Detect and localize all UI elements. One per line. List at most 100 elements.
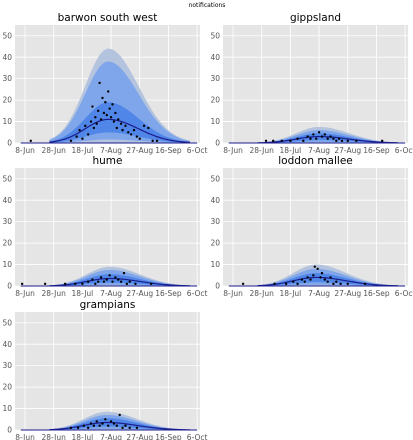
x-tick-label: 8-Jun <box>15 289 35 298</box>
y-tick-label: 40 <box>210 53 220 62</box>
panel-title: barwon south west <box>58 12 158 24</box>
observed-point <box>95 420 98 423</box>
x-tick-label: 6-Oct <box>187 289 208 298</box>
observed-point <box>95 122 98 125</box>
observed-point <box>335 139 338 143</box>
observed-point <box>316 267 319 271</box>
figure-suptitle: notifications <box>189 2 226 9</box>
observed-point <box>320 135 324 138</box>
y-tick-label: 20 <box>2 239 12 248</box>
x-tick-label: 7-Aug <box>308 146 330 155</box>
observed-point <box>329 276 332 279</box>
plot-area <box>15 312 200 430</box>
x-tick-label: 27-Aug <box>126 146 153 155</box>
observed-point <box>81 282 84 286</box>
y-tick-label: 30 <box>210 74 220 83</box>
observed-point <box>134 282 137 286</box>
observed-point <box>271 139 275 143</box>
x-tick-label: 7-Aug <box>100 433 122 440</box>
observed-point <box>313 265 316 268</box>
y-tick-label: 40 <box>210 196 220 205</box>
x-tick-label: 28-Jun <box>42 289 67 298</box>
observed-point <box>112 120 116 123</box>
x-tick-label: 28-Jun <box>42 433 67 440</box>
y-tick-label: 10 <box>210 260 220 269</box>
x-tick-label: 8-Jun <box>223 289 243 298</box>
observed-point <box>92 424 96 427</box>
observed-point <box>296 282 299 286</box>
observed-point <box>323 278 327 281</box>
observed-point <box>326 137 329 140</box>
y-tick-label: 10 <box>2 260 12 269</box>
y-tick-label: 20 <box>2 96 12 105</box>
observed-point <box>98 424 101 427</box>
observed-point <box>98 81 101 85</box>
observed-point <box>309 278 312 281</box>
observed-point <box>115 126 119 130</box>
y-tick-label: 40 <box>2 340 12 349</box>
observed-point <box>112 422 116 425</box>
observed-point <box>303 280 306 283</box>
y-tick-label: 20 <box>2 383 12 392</box>
x-tick-label: 16-Sep <box>155 146 182 155</box>
observed-point <box>332 282 335 286</box>
observed-point <box>102 280 106 283</box>
observed-point <box>121 128 124 132</box>
median-line <box>257 276 398 287</box>
y-tick-label: 50 <box>210 31 220 40</box>
y-tick-label: 10 <box>210 117 220 126</box>
observed-point <box>320 271 324 275</box>
observed-point <box>319 276 322 279</box>
y-tick-label: 50 <box>2 318 12 327</box>
y-tick-label: 0 <box>7 282 12 291</box>
credible-band-75 <box>49 102 190 143</box>
observed-point <box>122 271 126 275</box>
observed-point <box>43 282 47 286</box>
observed-point <box>69 139 73 143</box>
observed-point <box>329 135 332 138</box>
observed-point <box>273 282 276 286</box>
observed-point <box>147 126 150 130</box>
observed-point <box>91 105 94 108</box>
y-tick-label: 0 <box>215 139 220 148</box>
y-tick-label: 10 <box>2 117 12 126</box>
observed-point <box>129 133 133 136</box>
observed-point <box>91 278 94 281</box>
observed-point <box>241 282 245 286</box>
x-tick-label: 27-Aug <box>126 289 153 298</box>
observed-point <box>86 426 90 430</box>
observed-point <box>355 139 358 143</box>
x-tick-label: 6-Oct <box>395 146 413 155</box>
chart-panel: 0 10 20 30 40 50 8-Jun 28-Jun 18-Jul 7-Aug 27-Aug 1… <box>2 155 207 298</box>
y-tick-label: 20 <box>210 239 220 248</box>
observed-point <box>121 426 124 430</box>
observed-point <box>132 128 136 132</box>
observed-point <box>312 133 315 136</box>
observed-point <box>96 109 100 113</box>
observed-point <box>29 139 32 143</box>
observed-point <box>82 424 86 427</box>
observed-point <box>105 278 108 281</box>
observed-point <box>125 282 129 286</box>
observed-point <box>94 116 97 119</box>
observed-point <box>102 111 106 115</box>
observed-point <box>142 124 146 128</box>
observed-point <box>94 282 97 286</box>
chart-panel: 0 10 20 30 40 50 8-Jun 28-Jun 18-Jul 7-Aug 27-Aug 1… <box>210 155 413 298</box>
x-tick-label: 8-Jun <box>223 146 243 155</box>
chart-panel: 0 10 20 30 40 50 8-Jun 28-Jun 18-Jul 7-Aug 27-Aug 1… <box>210 12 413 155</box>
x-tick-label: 27-Aug <box>334 146 361 155</box>
x-tick-label: 18-Jul <box>72 146 94 155</box>
observed-point <box>108 274 111 277</box>
observed-point <box>284 282 288 286</box>
observed-point <box>380 139 384 143</box>
median-line <box>49 277 190 287</box>
x-tick-label: 6-Oct <box>187 433 208 440</box>
observed-point <box>306 276 309 279</box>
observed-point <box>111 280 114 283</box>
observed-point <box>101 96 104 100</box>
x-tick-label: 18-Jul <box>280 146 302 155</box>
x-tick-label: 8-Jun <box>15 433 35 440</box>
y-tick-label: 50 <box>2 31 12 40</box>
